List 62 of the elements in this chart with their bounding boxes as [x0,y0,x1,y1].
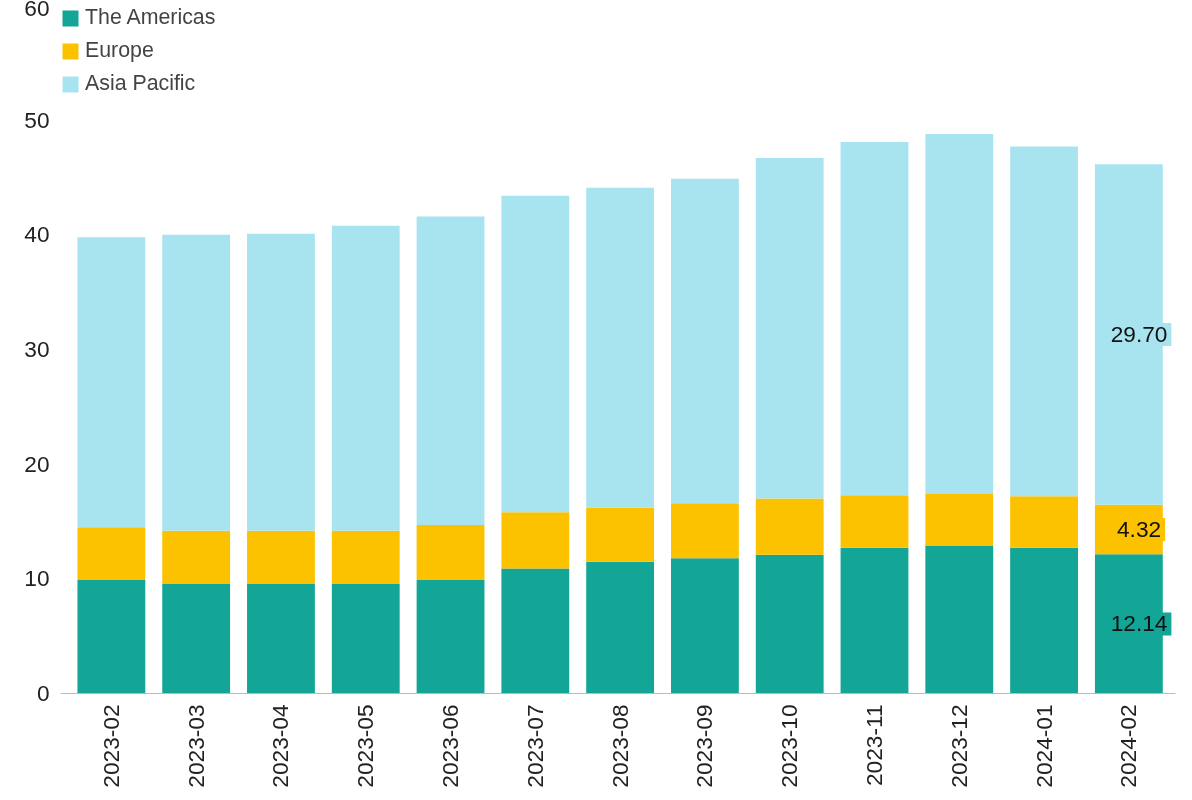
bar [247,530,315,584]
bar [416,579,485,694]
x-tick-label: 2024-02 [1115,704,1142,788]
y-tick-label: 50 [24,106,50,133]
data-label: 12.14 [1110,610,1168,637]
x-tick-label: 2023-08 [606,704,633,788]
x-tick-label: 2023-12 [945,704,972,788]
bar [586,507,655,562]
x-tick-label: 2023-06 [437,704,464,788]
bar [77,579,146,694]
bar [501,568,570,694]
bar [925,133,994,494]
bar [416,216,485,525]
bar [1010,496,1078,548]
bar [501,512,570,569]
y-tick-label: 60 [24,0,50,21]
bar [670,178,739,504]
bar [331,583,400,694]
x-tick-label: 2023-09 [691,704,718,788]
legend-label: Asia Pacific [85,71,196,96]
bar [162,583,231,694]
data-label: 29.70 [1110,320,1168,347]
bar [840,547,909,694]
bar [247,233,315,531]
x-tick-label: 2023-11 [860,704,887,786]
bar [755,498,824,555]
y-tick-label: 20 [24,450,50,477]
x-tick-label: 2023-05 [352,704,379,788]
bar [840,141,909,496]
bar [501,195,570,513]
x-tick-label: 2023-07 [521,704,548,788]
bar [670,558,739,694]
bar [925,545,994,694]
bar [670,503,739,559]
bar [162,530,231,584]
bar [840,495,909,548]
bar [1010,146,1078,497]
y-tick-label: 10 [24,565,50,592]
x-tick-label: 2023-10 [776,704,803,788]
x-tick-label: 2023-04 [267,704,294,788]
data-label: 4.32 [1116,516,1162,543]
bar [77,527,146,580]
bar [755,158,824,499]
bar [925,493,994,546]
x-tick-label: 2023-02 [97,704,124,788]
bar [331,225,400,531]
bar [586,187,655,508]
legend-label: Europe [85,38,154,63]
bar [77,237,146,528]
x-tick-label: 2023-03 [182,704,209,788]
y-tick-label: 0 [36,680,50,706]
bar [755,554,824,694]
y-tick-label: 30 [24,336,50,362]
bar [162,234,231,531]
bar [416,524,485,580]
bar [331,530,400,584]
y-tick-label: 40 [24,221,50,248]
bar [1010,547,1078,694]
bar [586,561,655,694]
legend-label: The Americas [85,5,216,30]
x-tick-label: 2024-01 [1030,704,1057,788]
bar [247,583,315,694]
